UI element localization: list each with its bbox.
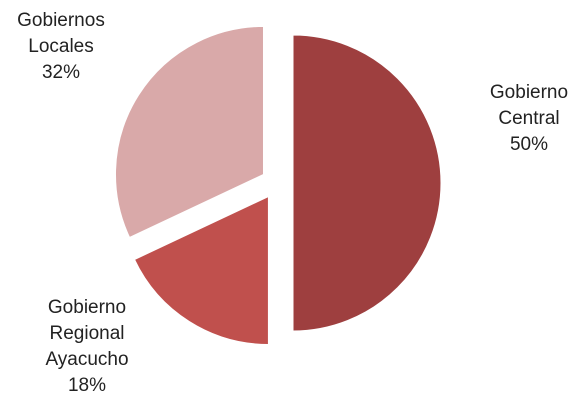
pie-slice-gobierno-regional-ayacucho [133,195,269,346]
pie-slice-gobierno-central [292,34,442,332]
slice-value-label: 32% [42,62,80,83]
slice-label-gobierno-central: Gobierno Central 50% [490,82,568,155]
pie-slice-gobiernos-locales [115,25,264,239]
slice-name-line: Ayacucho [45,349,128,370]
slice-label-gobierno-regional-ayacucho: Gobierno Regional Ayacucho 18% [45,297,128,396]
slice-name-line: Central [498,108,559,129]
slice-label-gobiernos-locales: Gobiernos Locales 32% [17,10,105,83]
slice-value-label: 50% [510,134,548,155]
slice-name-line: Gobierno [490,82,568,103]
slice-name-line: Locales [28,36,94,57]
pie-labels: Gobierno Central 50% Gobierno Regional Ayacuc… [17,10,568,396]
slice-value-label: 18% [68,375,106,396]
slice-name-line: Gobiernos [17,10,105,31]
slice-name-line: Gobierno [48,297,126,318]
pie-slices [115,25,442,346]
slice-name-line: Regional [50,323,125,344]
